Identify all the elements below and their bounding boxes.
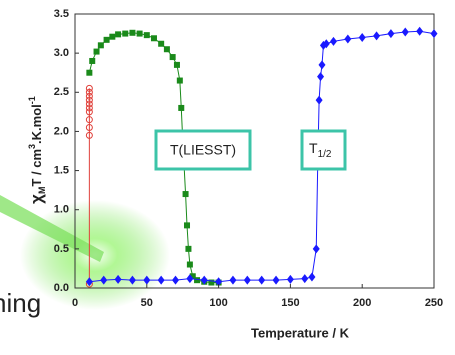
point <box>329 36 337 46</box>
x-tick-label: 200 <box>353 297 371 309</box>
point <box>178 104 185 111</box>
point <box>416 26 424 36</box>
point <box>176 77 183 84</box>
point <box>136 30 143 37</box>
x-tick-label: 0 <box>72 297 78 309</box>
plot-frame <box>74 13 435 289</box>
y-label-sup: -1 <box>27 96 37 104</box>
point <box>89 57 96 64</box>
annotation: T1/2 <box>309 140 332 160</box>
x-tick-label: 150 <box>281 297 299 309</box>
point <box>301 274 309 284</box>
point <box>163 46 170 53</box>
point <box>115 31 122 38</box>
point <box>344 34 352 44</box>
point <box>208 279 215 286</box>
y-label-sub: M <box>37 187 47 195</box>
point <box>100 275 108 285</box>
point <box>358 32 366 42</box>
annotation-box <box>154 129 252 171</box>
point <box>322 39 330 49</box>
point <box>85 131 93 139</box>
point <box>122 30 129 37</box>
point <box>97 42 104 49</box>
annotation-sub: 1/2 <box>318 149 332 160</box>
point <box>158 40 165 47</box>
y-tick-label: 0.0 <box>54 282 69 294</box>
y-tick-label: 0.5 <box>54 243 69 255</box>
point <box>150 35 157 42</box>
y-label-part: .K.mol <box>29 104 44 144</box>
point <box>186 261 193 268</box>
y-tick-label: 2.5 <box>54 86 69 98</box>
point <box>186 274 194 284</box>
point <box>373 31 381 41</box>
point <box>185 245 192 252</box>
point <box>129 29 136 36</box>
point <box>85 96 93 104</box>
point <box>128 275 136 285</box>
point <box>85 104 93 112</box>
y-tick-label: 3.5 <box>54 8 69 20</box>
point <box>173 61 180 68</box>
point <box>85 277 93 287</box>
point <box>189 273 196 280</box>
y-tick-label: 2.0 <box>54 125 69 137</box>
laser-beam <box>0 195 104 262</box>
x-tick-label: 50 <box>141 297 153 309</box>
point <box>103 36 110 43</box>
point <box>401 27 409 37</box>
point <box>258 275 266 285</box>
point <box>318 60 326 70</box>
point <box>85 100 93 108</box>
point <box>85 124 93 132</box>
point <box>109 33 116 40</box>
point <box>114 274 122 284</box>
point <box>169 54 176 61</box>
point <box>315 95 323 105</box>
point <box>430 29 438 39</box>
point <box>85 116 93 124</box>
y-tick-label: 1.0 <box>54 204 69 216</box>
point <box>182 191 189 198</box>
annotation: T(LIESST) <box>170 142 236 158</box>
point <box>200 275 208 285</box>
plot-marks <box>85 26 438 288</box>
y-label-part: T / cm <box>29 149 44 187</box>
point <box>308 272 316 282</box>
y-label-sup: 3 <box>27 144 37 149</box>
y-tick-label: 3.0 <box>54 47 69 59</box>
point <box>93 48 100 55</box>
point <box>85 108 93 116</box>
point <box>312 244 320 254</box>
point <box>85 88 93 96</box>
point <box>172 275 180 285</box>
point <box>215 277 223 287</box>
point <box>184 222 191 229</box>
point <box>243 275 251 285</box>
point <box>143 32 150 39</box>
annotation-box <box>300 129 347 171</box>
x-tick-label: 100 <box>209 297 227 309</box>
point <box>229 275 237 285</box>
point <box>317 72 325 82</box>
point <box>85 92 93 100</box>
x-axis-label: Temperature / K <box>251 325 350 340</box>
point <box>85 84 93 92</box>
point <box>194 277 201 284</box>
point <box>143 275 151 285</box>
point <box>272 275 280 285</box>
point <box>387 29 395 39</box>
y-axis-label: χMT / cm3.K.mol-1 <box>27 96 47 204</box>
point <box>86 69 93 76</box>
x-tick-label: 250 <box>425 297 443 309</box>
point <box>157 275 165 285</box>
side-text: hing <box>0 288 41 318</box>
y-label-part: χ <box>27 194 46 204</box>
annotation-main: T <box>309 140 318 156</box>
point <box>286 274 294 284</box>
y-tick-label: 1.5 <box>54 164 69 176</box>
